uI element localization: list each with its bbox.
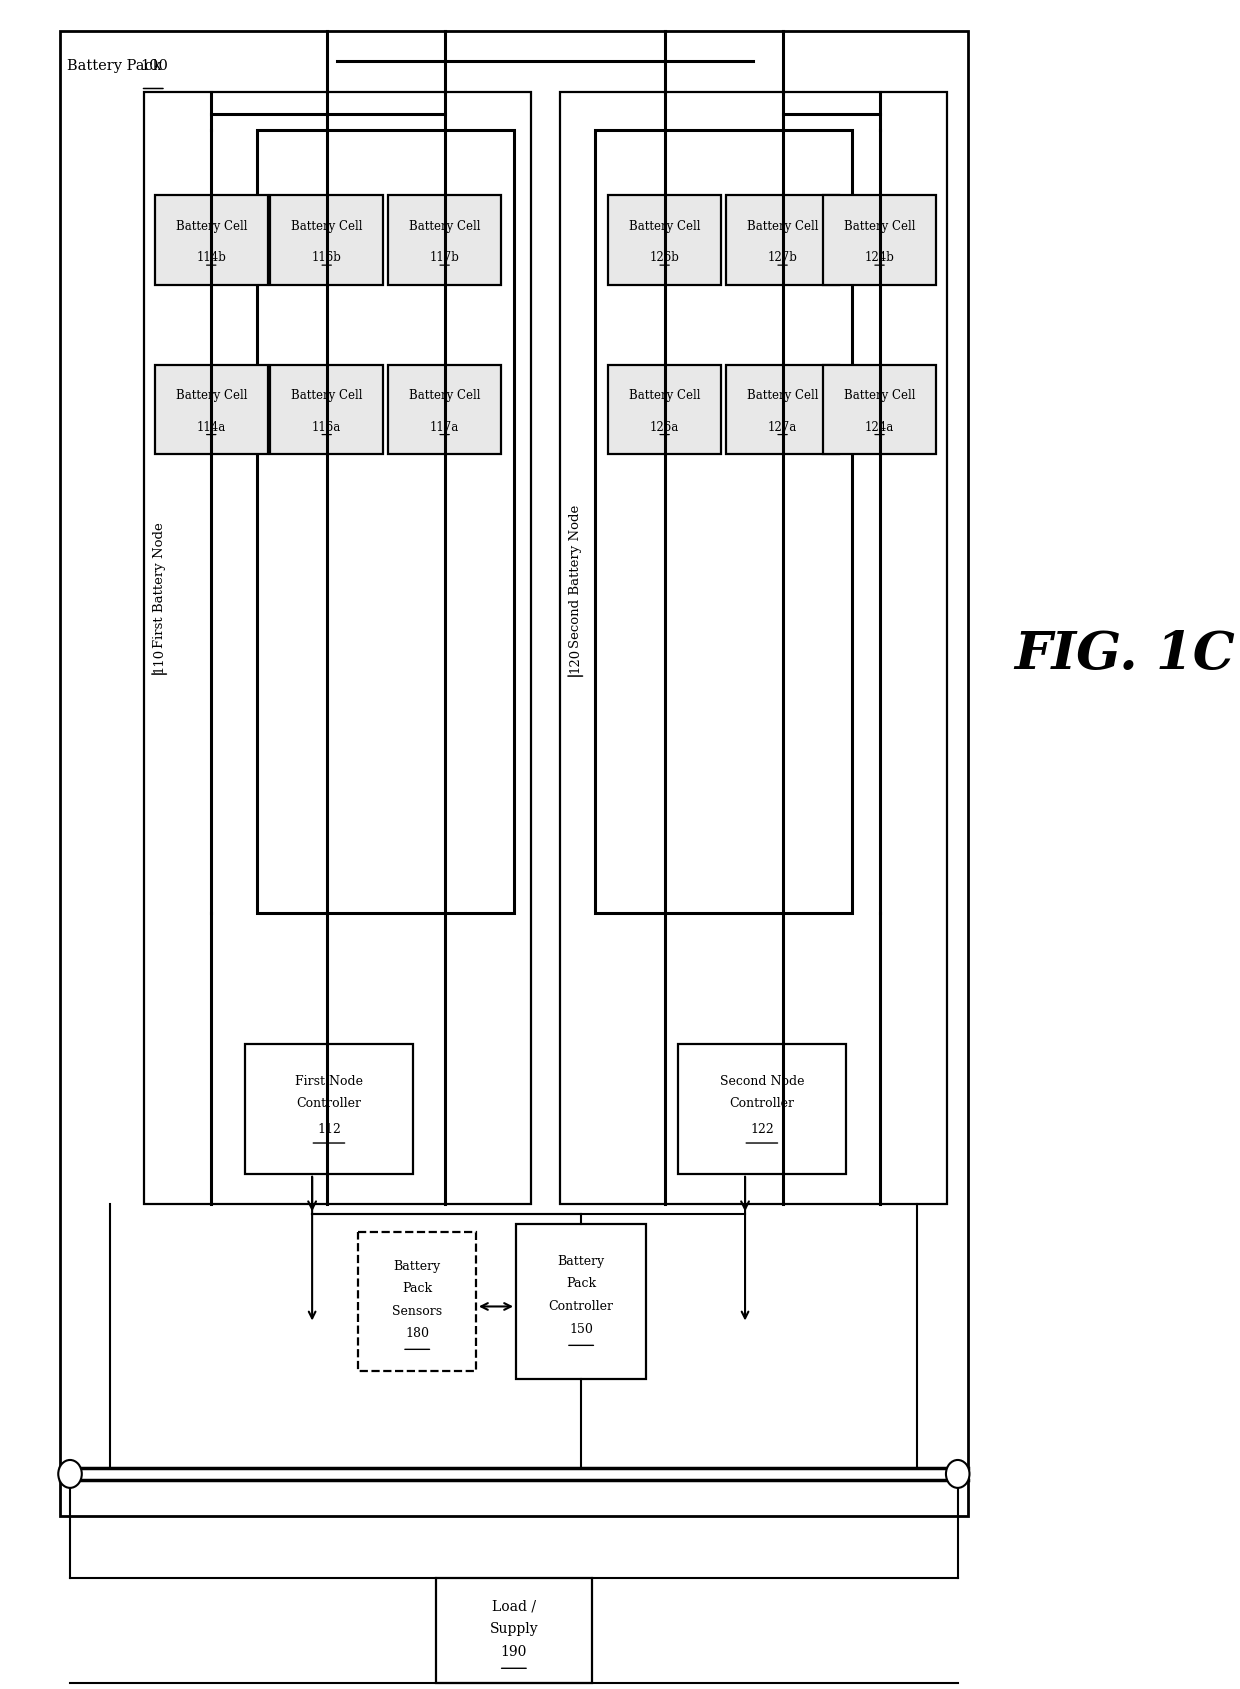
Text: Sensors: Sensors bbox=[392, 1306, 443, 1317]
Text: Second Node: Second Node bbox=[719, 1074, 804, 1088]
Text: 127b: 127b bbox=[768, 252, 797, 265]
Text: 116a: 116a bbox=[312, 421, 341, 434]
Text: 180: 180 bbox=[405, 1328, 429, 1339]
Text: 124b: 124b bbox=[864, 252, 894, 265]
Text: First Battery Node: First Battery Node bbox=[153, 519, 166, 649]
Text: Pack: Pack bbox=[402, 1282, 433, 1295]
Text: 190: 190 bbox=[501, 1645, 527, 1659]
Text: Battery Cell: Battery Cell bbox=[409, 390, 480, 402]
Bar bbox=[725, 365, 839, 454]
Bar bbox=[270, 365, 383, 454]
Text: Battery Cell: Battery Cell bbox=[843, 390, 915, 402]
Bar bbox=[244, 1044, 413, 1174]
Text: Battery: Battery bbox=[393, 1260, 441, 1274]
Text: 112: 112 bbox=[317, 1123, 341, 1135]
Bar bbox=[595, 130, 852, 912]
Bar bbox=[155, 196, 268, 285]
Text: 120: 120 bbox=[569, 649, 582, 674]
Text: Supply: Supply bbox=[490, 1623, 538, 1637]
Text: Load /: Load / bbox=[492, 1599, 536, 1613]
Text: Battery Pack: Battery Pack bbox=[67, 59, 166, 73]
Text: Battery Cell: Battery Cell bbox=[843, 220, 915, 233]
Bar bbox=[823, 365, 936, 454]
Bar bbox=[388, 196, 501, 285]
Bar bbox=[608, 196, 722, 285]
Bar bbox=[60, 30, 967, 1515]
Text: Battery Cell: Battery Cell bbox=[629, 390, 701, 402]
Text: First Node: First Node bbox=[295, 1074, 363, 1088]
Text: Battery Cell: Battery Cell bbox=[409, 220, 480, 233]
Text: Battery Cell: Battery Cell bbox=[291, 220, 362, 233]
Text: Battery Cell: Battery Cell bbox=[746, 390, 818, 402]
Bar bbox=[388, 365, 501, 454]
Bar bbox=[516, 1225, 646, 1378]
Bar bbox=[358, 1231, 476, 1371]
Text: 126a: 126a bbox=[650, 421, 680, 434]
Circle shape bbox=[946, 1459, 970, 1488]
Text: 150: 150 bbox=[569, 1322, 593, 1336]
Bar bbox=[144, 93, 531, 1204]
Text: 100: 100 bbox=[140, 59, 169, 73]
Bar bbox=[155, 365, 268, 454]
Text: Battery Cell: Battery Cell bbox=[176, 390, 247, 402]
Text: Battery Cell: Battery Cell bbox=[746, 220, 818, 233]
Text: Second Battery Node: Second Battery Node bbox=[569, 500, 582, 649]
Text: Controller: Controller bbox=[548, 1301, 614, 1312]
Bar bbox=[560, 93, 947, 1204]
Text: 124a: 124a bbox=[866, 421, 894, 434]
Text: 127a: 127a bbox=[768, 421, 797, 434]
Text: 122: 122 bbox=[750, 1123, 774, 1135]
Bar bbox=[678, 1044, 846, 1174]
Text: Battery: Battery bbox=[558, 1255, 605, 1268]
Text: 116b: 116b bbox=[311, 252, 342, 265]
Text: Controller: Controller bbox=[729, 1096, 795, 1110]
Text: Battery Cell: Battery Cell bbox=[629, 220, 701, 233]
Bar bbox=[725, 196, 839, 285]
Text: Battery Cell: Battery Cell bbox=[176, 220, 247, 233]
Bar bbox=[608, 365, 722, 454]
Text: FIG. 1C: FIG. 1C bbox=[1014, 628, 1235, 681]
Text: 117a: 117a bbox=[430, 421, 459, 434]
Text: 117b: 117b bbox=[430, 252, 460, 265]
Text: 110: 110 bbox=[153, 649, 166, 674]
Text: Controller: Controller bbox=[296, 1096, 361, 1110]
Text: Pack: Pack bbox=[567, 1277, 596, 1290]
Text: Battery Cell: Battery Cell bbox=[291, 390, 362, 402]
Text: 114a: 114a bbox=[197, 421, 226, 434]
Bar bbox=[258, 130, 513, 912]
Circle shape bbox=[58, 1459, 82, 1488]
Bar bbox=[436, 1578, 591, 1682]
Bar bbox=[270, 196, 383, 285]
Text: 114b: 114b bbox=[196, 252, 226, 265]
Text: 126b: 126b bbox=[650, 252, 680, 265]
Bar bbox=[823, 196, 936, 285]
